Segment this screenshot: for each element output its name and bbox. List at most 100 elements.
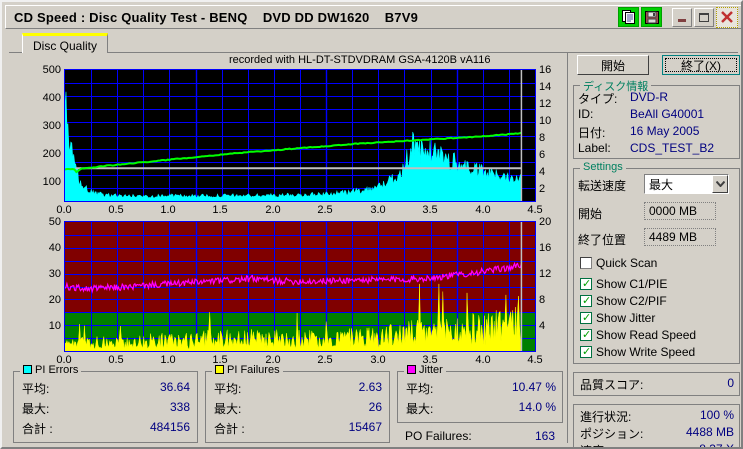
disc-type-label: タイプ: — [578, 92, 618, 106]
title-bar: CD Speed : Disc Quality Test - BENQ DVD … — [5, 5, 741, 29]
pi-errors-max-label: 最大: — [22, 402, 50, 416]
close-button[interactable] — [716, 6, 738, 28]
position-value: 4488 MB — [685, 425, 734, 439]
po-failures-label: PO Failures: — [405, 429, 472, 443]
jitter-legend: Jitter — [404, 364, 446, 376]
bot-xtick-9: 4.5 — [527, 354, 543, 366]
top-xtick-7: 3.5 — [422, 204, 438, 216]
minimize-button[interactable] — [672, 7, 692, 27]
start-button-label: 開始 — [600, 58, 625, 73]
pi-errors-legend: PI Errors — [20, 364, 82, 376]
checkbox-show-c2-pif[interactable]: ✓ Show C2/PIF — [580, 294, 667, 308]
exit-button-label: 終了(X) — [681, 58, 721, 73]
window-title: CD Speed : Disc Quality Test - BENQ DVD … — [14, 9, 419, 25]
top-xtick-4: 2.0 — [265, 204, 281, 216]
checkbox-quick-scan[interactable]: Quick Scan — [580, 256, 657, 270]
disc-info-legend: ディスク情報 — [580, 78, 652, 94]
bot-ytick-50: 50 — [48, 216, 61, 228]
checkbox-box: ✓ — [580, 278, 592, 290]
checkbox-show-write-speed[interactable]: ✓ Show Write Speed — [580, 345, 695, 359]
top-y2tick-4: 4 — [539, 166, 546, 178]
maximize-button[interactable] — [694, 7, 714, 27]
top-xtick-0: 0.0 — [56, 204, 72, 216]
pi-failures-avg-value: 2.63 — [358, 380, 382, 394]
checkbox-label: Show Write Speed — [596, 345, 696, 359]
checkbox-box: ✓ — [580, 295, 592, 307]
exit-button-focus-ring — [665, 58, 737, 72]
tab-label: Disc Quality — [33, 38, 98, 53]
panel-divider — [567, 52, 568, 443]
disc-date-value: 16 May 2005 — [630, 124, 700, 138]
top-chart-title: recorded with HL-DT-STDVDRAM GSA-4120B v… — [229, 54, 491, 66]
jitter-avg-value: 10.47 % — [511, 380, 556, 394]
po-failures-value: 163 — [534, 429, 555, 443]
disc-label-value: CDS_TEST_B2 — [630, 141, 715, 155]
bot-xtick-3: 1.5 — [212, 354, 228, 366]
checkbox-show-c1-pie[interactable]: ✓ Show C1/PIE — [580, 277, 667, 291]
checkbox-label: Show C2/PIF — [596, 294, 667, 308]
pi-failures-legend: PI Failures — [212, 364, 283, 376]
disc-label-label: Label: — [578, 141, 611, 155]
disc-type-value: DVD-R — [630, 90, 668, 104]
chevron-down-icon[interactable] — [712, 175, 728, 193]
start-button[interactable]: 開始 — [577, 55, 649, 75]
start-offset-field[interactable]: 0000 MB — [644, 202, 716, 220]
transfer-speed-select[interactable]: 最大 — [644, 174, 729, 194]
checkbox-show-jitter[interactable]: ✓ Show Jitter — [580, 311, 655, 325]
checkbox-show-read-speed[interactable]: ✓ Show Read Speed — [580, 328, 696, 342]
disc-id-label: ID: — [578, 107, 594, 121]
jitter-stats-box: Jitter 平均: 10.47 % 最大: 14.0 % — [397, 364, 563, 423]
top-xtick-2: 1.0 — [160, 204, 176, 216]
start-offset-value: 0000 MB — [649, 204, 698, 218]
top-y2tick-8: 8 — [539, 132, 546, 144]
pi-failures-max-value: 26 — [368, 400, 382, 414]
bot-ytick-30: 30 — [48, 268, 61, 280]
pi-errors-avg-value: 36.64 — [159, 380, 190, 394]
progress-label: 進行状況: — [580, 410, 632, 424]
pi-errors-color-swatch — [23, 365, 32, 374]
bot-xtick-6: 3.0 — [370, 354, 386, 366]
transfer-speed-value: 最大 — [649, 177, 674, 192]
pi-errors-total-label: 合計 : — [22, 422, 53, 436]
disc-id-value: BeAll G40001 — [630, 107, 705, 121]
client-area: recorded with HL-DT-STDVDRAM GSA-4120B v… — [7, 52, 740, 447]
top-ytick-400: 400 — [42, 92, 61, 104]
quality-score-value: 0 — [727, 376, 734, 390]
bot-xtick-8: 4.0 — [475, 354, 491, 366]
top-ytick-500: 500 — [42, 64, 61, 76]
top-xtick-1: 0.5 — [108, 204, 124, 216]
top-xtick-3: 1.5 — [212, 204, 228, 216]
exit-button[interactable]: 終了(X) — [662, 55, 740, 75]
bot-y2tick-12: 12 — [539, 268, 552, 280]
save-icon[interactable] — [641, 7, 662, 27]
copy-icon[interactable] — [618, 7, 639, 27]
end-offset-field[interactable]: 4489 MB — [644, 228, 716, 246]
end-offset-value: 4489 MB — [649, 230, 698, 244]
settings-legend: Settings — [580, 161, 626, 173]
status-box: 進行状況: 100 % ポジション: 4488 MB 速度: 8.37 X — [573, 404, 740, 447]
bot-ytick-10: 10 — [48, 320, 61, 332]
bot-y2tick-4: 4 — [539, 320, 546, 332]
end-offset-label: 終了位置 — [578, 233, 627, 247]
tab-disc-quality[interactable]: Disc Quality — [22, 33, 109, 53]
top-xtick-5: 2.5 — [317, 204, 333, 216]
top-y2tick-16: 16 — [539, 64, 552, 76]
settings-group: Settings 転送速度 最大 開始 0000 MB 終了位置 4489 MB… — [573, 161, 740, 364]
bot-xtick-4: 2.0 — [265, 354, 281, 366]
progress-value: 100 % — [699, 408, 734, 422]
checkbox-label: Show Jitter — [596, 311, 656, 325]
bot-xtick-5: 2.5 — [317, 354, 333, 366]
pi-failures-color-swatch — [215, 365, 224, 374]
transfer-speed-label: 転送速度 — [578, 179, 627, 193]
pi-errors-total-value: 484156 — [149, 420, 190, 434]
pi-failures-avg-label: 平均: — [214, 382, 242, 396]
start-offset-label: 開始 — [578, 207, 603, 221]
jitter-avg-label: 平均: — [406, 382, 434, 396]
top-y2tick-10: 10 — [539, 115, 552, 127]
top-xtick-6: 3.0 — [370, 204, 386, 216]
bot-y2tick-16: 16 — [539, 242, 552, 254]
pi-failures-stats-box: PI Failures 平均: 2.63 最大: 26 合計 : 15467 — [205, 364, 390, 443]
checkbox-label: Show C1/PIE — [596, 277, 668, 291]
checkbox-box — [580, 257, 592, 269]
